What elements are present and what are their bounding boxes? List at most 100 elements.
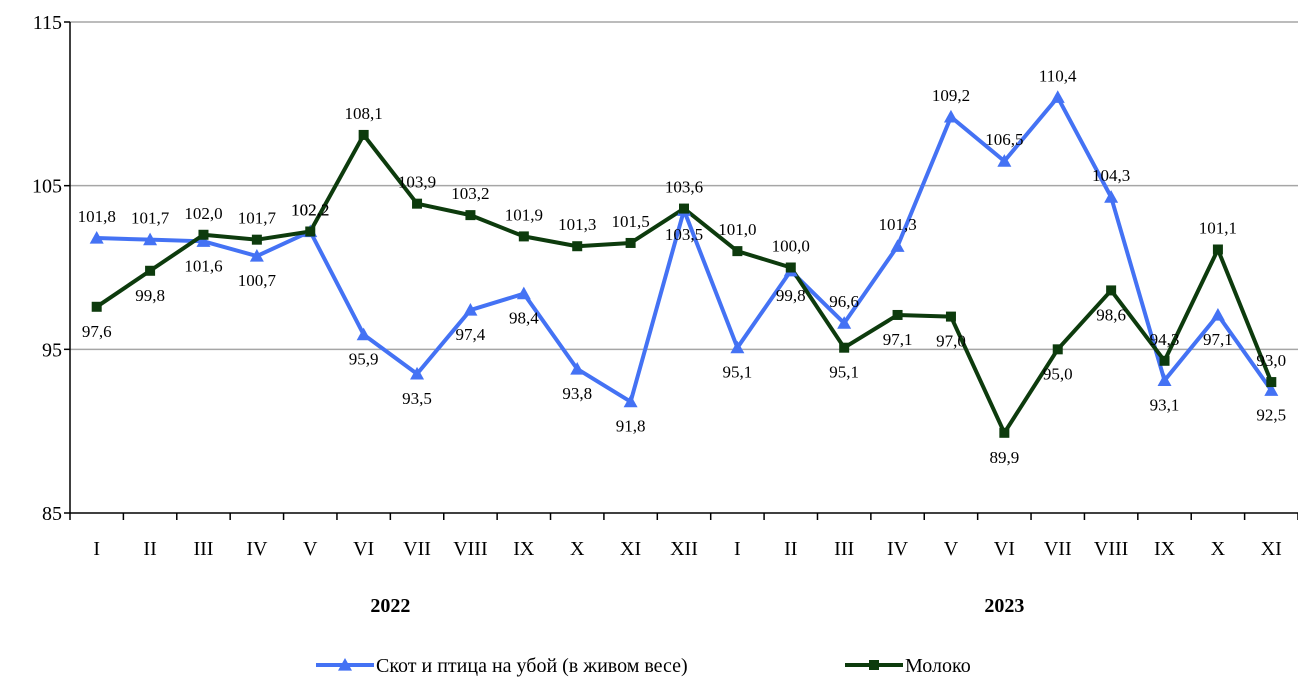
livestock-data-label: 93,1 <box>1150 395 1180 414</box>
x-tick-label: IV <box>887 538 909 560</box>
livestock-point <box>410 366 425 380</box>
milk-point <box>1266 377 1277 388</box>
livestock-point <box>570 361 585 375</box>
livestock-point <box>196 234 211 247</box>
milk-data-label: 101,9 <box>505 205 543 224</box>
x-tick-label: IX <box>1154 538 1176 560</box>
milk-point <box>358 129 369 140</box>
x-tick-label: XII <box>670 538 698 560</box>
milk-point <box>625 237 636 248</box>
milk-point <box>305 226 316 237</box>
milk-data-label: 101,5 <box>611 212 649 231</box>
livestock-data-label: 110,4 <box>1039 66 1077 85</box>
livestock-data-label: 93,5 <box>402 389 432 408</box>
milk-data-label: 95,0 <box>1043 364 1073 383</box>
livestock-point <box>730 340 745 354</box>
y-tick-label: 105 <box>32 176 62 198</box>
x-tick-label: VI <box>353 538 374 560</box>
livestock-data-label: 101,3 <box>878 215 916 234</box>
x-tick-label: VIII <box>453 538 487 560</box>
x-tick-label: V <box>303 538 318 560</box>
livestock-point <box>890 239 905 252</box>
livestock-data-label: 101,6 <box>184 256 222 275</box>
y-tick-label: 115 <box>33 12 62 34</box>
x-tick-label: VII <box>1044 538 1072 560</box>
legend-marker-milk <box>869 660 879 670</box>
x-tick-label: I <box>734 538 741 560</box>
milk-point <box>945 311 956 322</box>
x-tick-label: VIII <box>1094 538 1128 560</box>
milk-data-label: 99,8 <box>135 286 165 305</box>
livestock-point <box>143 232 158 246</box>
milk-data-label: 94,3 <box>1150 330 1180 349</box>
year-label: 2022 <box>370 595 410 617</box>
livestock-data-label: 101,7 <box>131 209 170 228</box>
livestock-data-label: 93,8 <box>562 384 592 403</box>
livestock-data-label: 91,8 <box>616 417 646 436</box>
y-tick-label: 85 <box>42 503 62 525</box>
milk-data-label: 103,6 <box>665 178 703 197</box>
milk-point <box>465 210 476 221</box>
x-tick-label: VII <box>403 538 431 560</box>
livestock-data-label: 96,6 <box>829 292 859 311</box>
y-tick-label: 95 <box>42 339 62 361</box>
milk-data-label: 100,0 <box>772 237 810 256</box>
series-line-livestock <box>96 95 1273 404</box>
milk-data-label: 89,9 <box>989 448 1019 467</box>
milk-point <box>785 262 796 273</box>
livestock-data-label: 104,3 <box>1092 166 1130 185</box>
milk-data-label: 101,3 <box>558 215 596 234</box>
x-tick-label: XI <box>620 538 641 560</box>
x-tick-label: II <box>784 538 797 560</box>
milk-data-label: 95,1 <box>829 363 859 382</box>
livestock-data-label: 97,1 <box>1203 330 1233 349</box>
x-tick-label: VI <box>994 538 1015 560</box>
milk-point <box>999 427 1010 438</box>
livestock-data-label: 103,5 <box>665 225 703 244</box>
milk-data-label: 103,9 <box>398 173 436 192</box>
milk-point <box>1159 355 1170 366</box>
livestock-point <box>1050 90 1065 103</box>
livestock-data-label: 106,5 <box>985 130 1023 149</box>
milk-data-label: 98,6 <box>1096 305 1126 324</box>
livestock-point <box>89 231 104 244</box>
livestock-point <box>1210 307 1225 321</box>
milk-data-label: 103,2 <box>451 184 489 203</box>
livestock-point <box>463 303 478 316</box>
livestock-point <box>997 154 1012 167</box>
milk-data-label: 108,1 <box>345 104 383 123</box>
milk-data-label: 97,6 <box>82 322 112 341</box>
series-layer <box>89 90 1279 438</box>
livestock-data-label: 100,7 <box>238 271 277 290</box>
livestock-data-label: 97,4 <box>456 325 486 344</box>
livestock-data-label: 101,8 <box>78 207 116 226</box>
data-labels: 101,8 101,7 101,6 100,7 102,2 95,9 93,5 97,4 98,… <box>78 66 1287 467</box>
livestock-data-label: 102,2 <box>291 200 329 219</box>
legend-label-livestock: Скот и птица на убой (в живом весе) <box>376 655 688 677</box>
livestock-point <box>356 327 371 341</box>
x-tick-label: IX <box>513 538 535 560</box>
x-tick-label: V <box>944 538 959 560</box>
milk-data-label: 93,0 <box>1256 351 1286 370</box>
legend-label-milk: Молоко <box>905 655 971 677</box>
livestock-data-label: 95,9 <box>349 350 379 369</box>
legend-marker-livestock <box>338 658 352 671</box>
milk-data-label: 102,2 <box>291 200 329 219</box>
milk-point <box>1212 244 1223 255</box>
livestock-data-label: 92,5 <box>1256 405 1286 424</box>
x-tick-label: IV <box>246 538 268 560</box>
milk-point <box>145 265 156 276</box>
livestock-point <box>837 316 852 329</box>
gridlines <box>70 21 1298 351</box>
milk-point <box>679 203 689 214</box>
livestock-point <box>1264 383 1279 396</box>
livestock-point <box>1157 373 1172 387</box>
milk-point <box>412 198 423 209</box>
milk-point <box>251 234 262 245</box>
x-tick-label: X <box>570 538 585 560</box>
x-tick-label: XI <box>1261 538 1282 560</box>
milk-point <box>732 246 743 257</box>
milk-point <box>1052 344 1063 355</box>
livestock-point <box>1104 190 1119 203</box>
